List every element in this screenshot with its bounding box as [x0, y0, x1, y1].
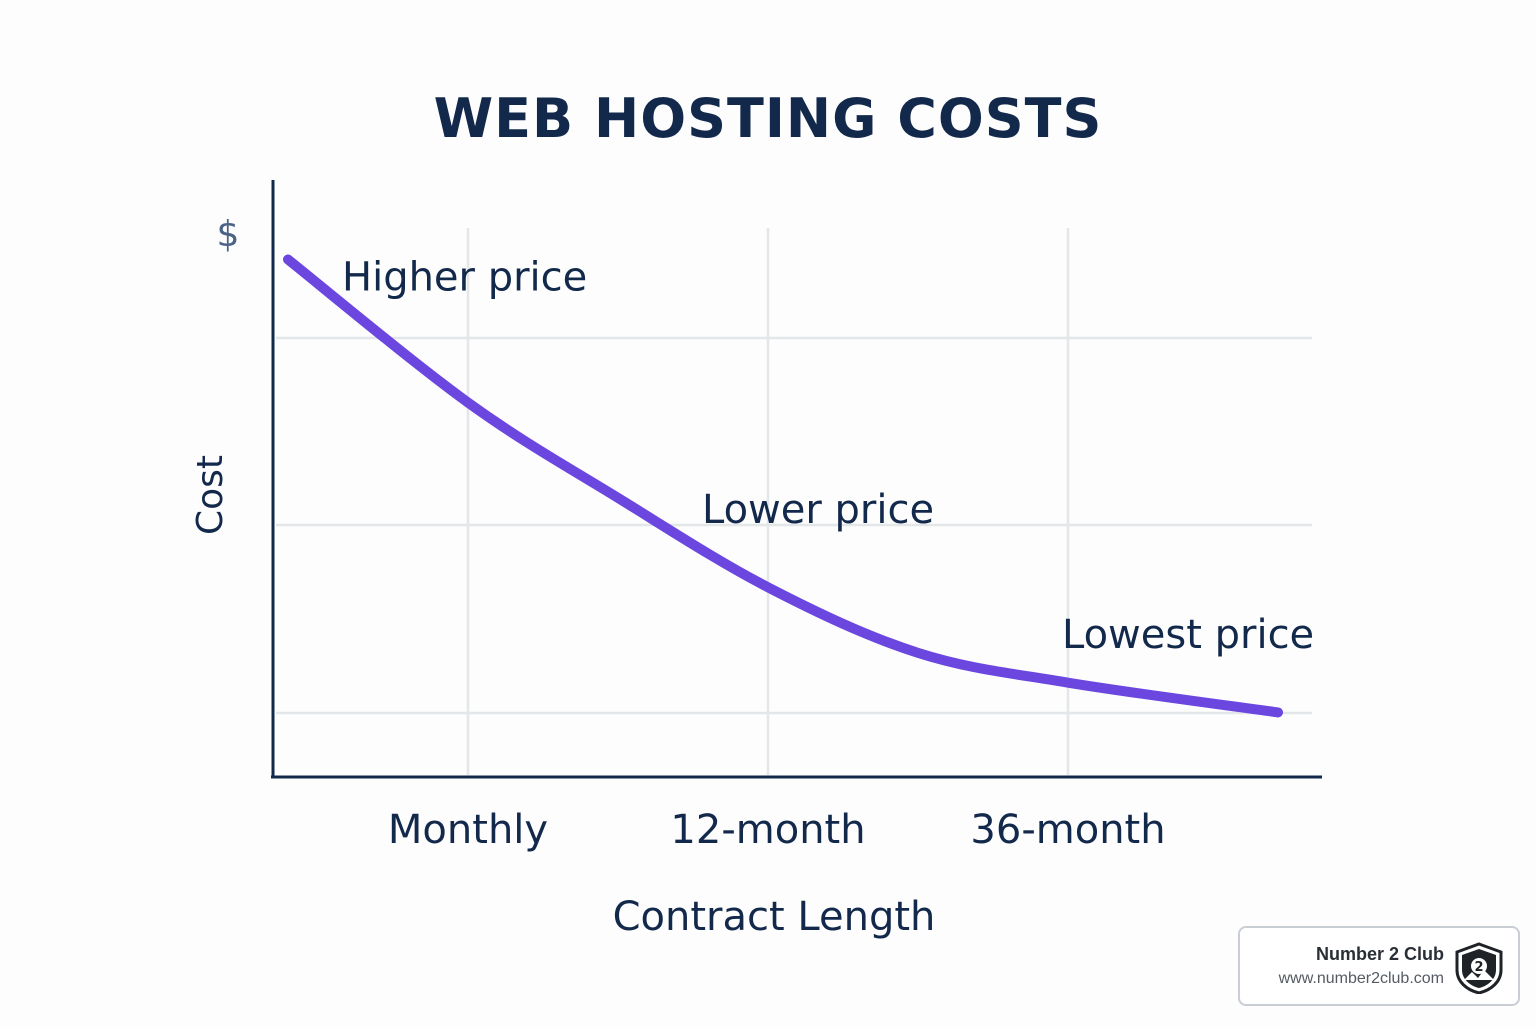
x-tick-label-3: 36-month — [970, 807, 1165, 853]
annotation-label-3: Lowest price — [1062, 612, 1314, 658]
y-axis-label: Cost — [190, 455, 231, 535]
watermark-badge: Number 2 Club www.number2club.com 2 — [1238, 926, 1520, 1006]
x-axis-label: Contract Length — [613, 894, 936, 940]
x-tick-label-1: Monthly — [388, 807, 548, 853]
x-tick-labels: Monthly 12-month 36-month — [388, 807, 1166, 853]
y-axis-unit-symbol: $ — [217, 214, 240, 255]
chart-title: WEB HOSTING COSTS — [434, 87, 1103, 150]
watermark-name: Number 2 Club — [1315, 944, 1444, 964]
watermark-url: www.number2club.com — [1278, 970, 1444, 987]
annotation-label-1: Higher price — [342, 254, 587, 300]
grid-lines — [276, 228, 1312, 775]
series-layer — [283, 254, 1283, 718]
x-tick-label-2: 12-month — [670, 807, 865, 853]
shield-logo-icon: 2 — [1455, 942, 1503, 994]
annotation-layer: Higher price Lower price Lowest price — [342, 254, 1314, 658]
annotation-label-2: Lower price — [702, 487, 934, 533]
series-line-1 — [283, 254, 1283, 718]
svg-text:2: 2 — [1474, 960, 1483, 975]
